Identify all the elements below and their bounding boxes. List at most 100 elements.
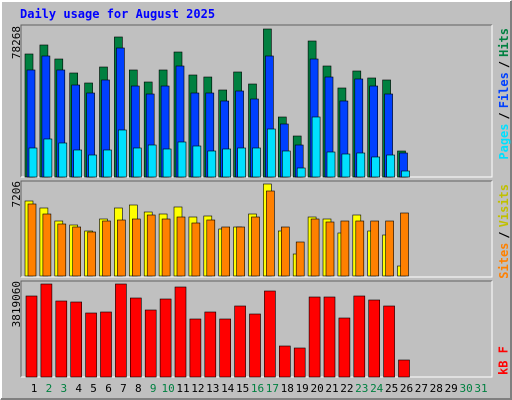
x-tick-label: 16 <box>251 382 264 395</box>
legend-entry: Sites <box>497 243 511 279</box>
bar <box>177 141 187 178</box>
legend-entry: Visits <box>497 184 511 227</box>
x-tick-label: 24 <box>370 382 384 395</box>
bar <box>115 283 127 378</box>
x-tick-label: 4 <box>75 382 82 395</box>
bar <box>310 218 320 277</box>
bar <box>222 148 231 178</box>
x-tick-label: 14 <box>221 382 235 395</box>
bar <box>252 147 261 178</box>
bar <box>386 154 395 178</box>
chart-title: Daily usage for August 2025 <box>20 7 215 21</box>
bar <box>341 153 351 178</box>
bar <box>176 216 186 277</box>
bar <box>267 128 276 178</box>
bar <box>206 219 216 277</box>
bar <box>249 313 261 378</box>
bar <box>219 318 231 378</box>
x-tick-label: 19 <box>296 382 309 395</box>
bar <box>237 147 246 178</box>
bar <box>308 296 321 378</box>
x-tick-label: 5 <box>90 382 97 395</box>
legend: Sites / Visits <box>497 184 511 279</box>
bar <box>100 311 112 378</box>
bar <box>296 167 306 178</box>
bar <box>130 297 142 378</box>
bar <box>73 149 82 178</box>
bar <box>162 148 172 178</box>
legend-separator: / <box>497 231 511 238</box>
bar <box>27 203 37 277</box>
x-tick-label: 23 <box>355 382 368 395</box>
x-tick-label: 7 <box>120 382 127 395</box>
bar <box>192 145 202 178</box>
bar <box>251 216 260 277</box>
y-tick-label: 7206 <box>10 181 23 208</box>
bar <box>58 142 68 178</box>
x-tick-label: 29 <box>445 382 458 395</box>
bar <box>204 311 217 378</box>
bar <box>133 147 142 178</box>
x-tick-label: 3 <box>60 382 67 395</box>
bar <box>25 295 38 378</box>
x-tick-label: 13 <box>206 382 219 395</box>
bar <box>266 190 275 277</box>
bar <box>281 150 291 178</box>
bar <box>144 309 157 378</box>
x-tick-label: 10 <box>161 382 174 395</box>
bar <box>161 218 171 277</box>
bar <box>174 286 187 378</box>
bar <box>191 222 201 277</box>
bar <box>72 226 81 277</box>
bar <box>234 305 246 378</box>
x-tick-label: 26 <box>400 382 413 395</box>
x-tick-label: 21 <box>325 382 338 395</box>
bar <box>370 220 380 277</box>
bar <box>118 129 127 178</box>
legend-entry: Hits <box>497 28 511 57</box>
bar <box>117 219 126 277</box>
bar <box>207 150 217 178</box>
bar <box>264 290 276 378</box>
bar <box>85 312 97 378</box>
x-tick-label: 12 <box>191 382 204 395</box>
bar <box>401 170 410 178</box>
bar <box>55 300 68 378</box>
legend-separator: / <box>497 61 511 68</box>
bar <box>221 226 230 277</box>
bar <box>87 231 96 277</box>
x-tick-label: 6 <box>105 382 112 395</box>
bar <box>398 359 410 378</box>
panel-frame <box>21 181 493 278</box>
bar <box>293 347 306 378</box>
bar <box>43 138 53 178</box>
bar <box>40 283 53 378</box>
x-tick-label: 2 <box>46 382 53 395</box>
bar <box>236 226 245 277</box>
bar <box>383 305 395 378</box>
y-tick-label: 3819060 <box>10 281 23 327</box>
x-tick-label: 25 <box>385 382 398 395</box>
x-tick-label: 1 <box>31 382 38 395</box>
bar <box>57 223 67 277</box>
bar <box>340 220 350 277</box>
x-tick-label: 28 <box>430 382 443 395</box>
bar <box>147 144 157 178</box>
bar <box>280 226 290 277</box>
bar <box>311 116 321 178</box>
x-tick-label: 31 <box>474 382 487 395</box>
legend-separator: / <box>497 112 511 119</box>
bar <box>323 296 336 378</box>
bar <box>326 151 336 178</box>
bar <box>28 147 38 178</box>
panel-frame <box>20 24 492 177</box>
x-tick-label: 18 <box>281 382 294 395</box>
bar <box>278 345 291 378</box>
bar <box>385 220 394 277</box>
x-tick-label: 8 <box>135 382 142 395</box>
bar <box>353 295 366 378</box>
x-tick-label: 9 <box>150 382 157 395</box>
